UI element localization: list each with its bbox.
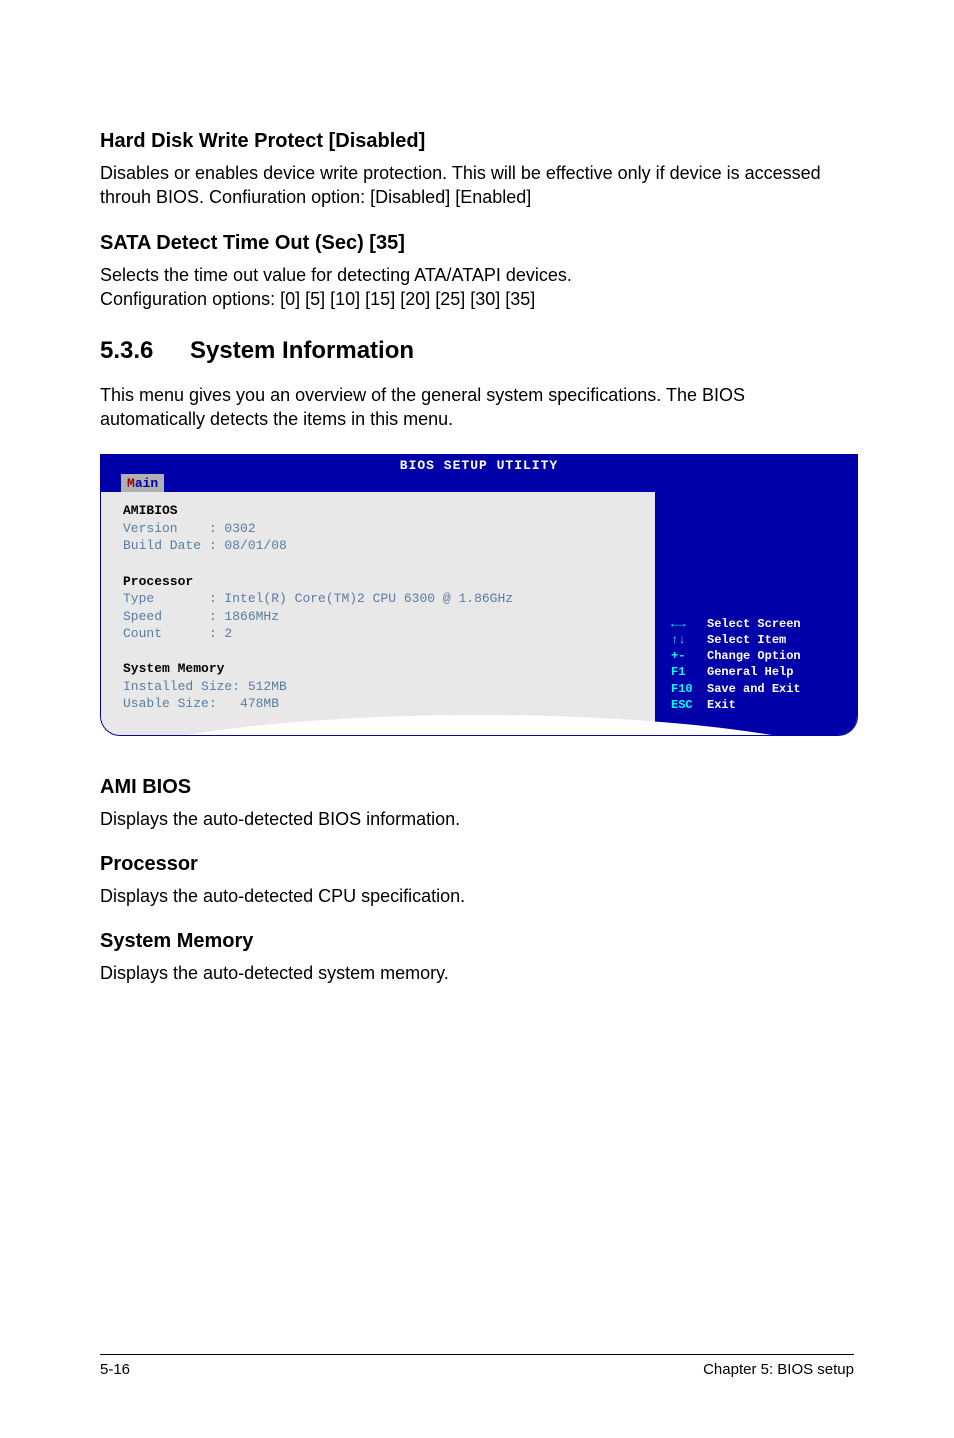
para-sata-line1: Selects the time out value for detecting… [100,265,572,285]
bios-val-change-option: Change Option [707,649,801,663]
heading-sysinfo: 5.3.6System Information [100,337,854,365]
para-sata-line2: Configuration options: [0] [5] [10] [15]… [100,289,535,309]
bios-key-ud: ↑↓ [671,633,707,647]
bios-count-lbl: Count : [123,626,217,641]
bios-val-select-item: Select Item [707,633,786,647]
bios-inst-val: 512MB [240,679,287,694]
bios-tab-main: Main [121,474,164,494]
heading-sysinfo-num: 5.3.6 [100,337,190,365]
bios-build-val: 08/01/08 [217,538,287,553]
bios-val-select-screen: Select Screen [707,617,801,631]
bios-body: AMIBIOS Version : 0302 Build Date : 08/0… [101,492,857,735]
bios-speed-lbl: Speed : [123,609,217,624]
bios-key-lr: ←→ [671,617,707,631]
para-sysinfo: This menu gives you an overview of the g… [100,383,854,432]
footer-page-num: 5-16 [100,1361,130,1378]
bios-mem-hdr: System Memory [123,661,224,676]
bios-inst-lbl: Installed Size: [123,679,240,694]
bios-usable-val: 478MB [232,696,279,711]
bios-val-general-help: General Help [707,665,793,679]
heading-ami: AMI BIOS [100,776,854,799]
para-ami: Displays the auto-detected BIOS informat… [100,807,854,831]
bios-usable-lbl: Usable Size: [123,696,232,711]
bios-title: BIOS SETUP UTILITY [101,455,857,475]
para-hdwp: Disables or enables device write protect… [100,161,854,210]
bios-type-lbl: Type : [123,591,217,606]
bios-amibios-hdr: AMIBIOS [123,503,178,518]
heading-sata: SATA Detect Time Out (Sec) [35] [100,232,854,255]
bios-right-panel: ←→ Select Screen ↑↓ Select Item +- Chang… [657,492,857,735]
bios-val-exit: Exit [707,698,736,712]
bios-val-save-exit: Save and Exit [707,682,801,696]
bios-tab-row: Main [101,474,857,492]
bios-proc-hdr: Processor [123,574,193,589]
para-sata: Selects the time out value for detecting… [100,263,854,312]
heading-proc: Processor [100,853,854,876]
heading-mem: System Memory [100,930,854,953]
bios-version-val: 0302 [217,521,256,536]
bios-type-val: Intel(R) Core(TM)2 CPU 6300 @ 1.86GHz [217,591,513,606]
bios-tab-rest: ain [135,476,158,491]
bios-key-pm: +- [671,649,707,663]
bios-key-esc: ESC [671,698,707,712]
bios-count-val: 2 [217,626,233,641]
bios-tab-accel: M [127,476,135,491]
heading-sysinfo-title: System Information [190,337,414,364]
bios-key-f1: F1 [671,665,707,679]
page-footer: 5-16 Chapter 5: BIOS setup [100,1354,854,1378]
bios-version-lbl: Version : [123,521,217,536]
footer-chapter: Chapter 5: BIOS setup [703,1361,854,1378]
bios-left-panel: AMIBIOS Version : 0302 Build Date : 08/0… [101,492,657,735]
heading-hdwp: Hard Disk Write Protect [Disabled] [100,130,854,153]
bios-speed-val: 1866MHz [217,609,279,624]
bios-key-f10: F10 [671,682,707,696]
bios-screenshot: BIOS SETUP UTILITY Main AMIBIOS Version … [100,454,858,736]
bios-build-lbl: Build Date : [123,538,217,553]
para-mem: Displays the auto-detected system memory… [100,961,854,985]
para-proc: Displays the auto-detected CPU specifica… [100,884,854,908]
